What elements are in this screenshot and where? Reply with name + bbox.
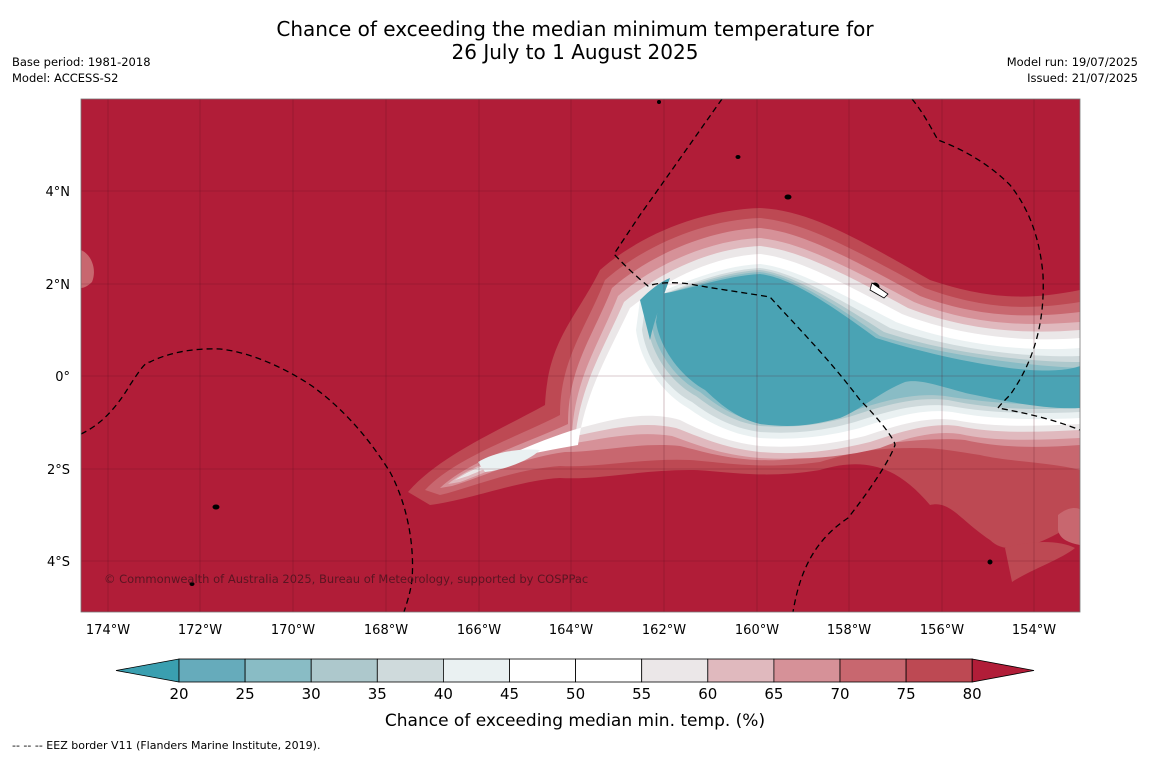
lat-label-2s: 2°S <box>47 463 70 478</box>
colorbar-tick-label: 75 <box>897 685 916 703</box>
colorbar-segment <box>575 658 643 683</box>
colorbar-tick-label: 70 <box>830 685 849 703</box>
colorbar-segment <box>178 658 246 683</box>
colorbar-segment <box>773 658 841 683</box>
colorbar-segment <box>442 658 510 683</box>
lon-label-168w: 168°W <box>364 623 408 638</box>
lon-label-156w: 156°W <box>920 623 964 638</box>
lon-label-174w: 174°W <box>86 623 130 638</box>
base-period: Base period: 1981-2018 <box>12 55 151 69</box>
contour-40-west <box>478 449 540 472</box>
colorbar-tick-label: 25 <box>236 685 255 703</box>
contour-20 <box>656 274 1080 426</box>
longitude-labels: 174°W 172°W 170°W 168°W 166°W 164°W 162°… <box>86 623 1056 638</box>
colorbar-segment <box>509 658 576 683</box>
colorbar-segment <box>310 658 378 683</box>
colorbar-tick-label: 30 <box>302 685 321 703</box>
lat-label-4s: 4°S <box>47 555 70 570</box>
map-title: Chance of exceeding the median minimum t… <box>0 18 1150 64</box>
lat-label-2n: 2°N <box>46 278 71 293</box>
colorbar-segment <box>839 658 907 683</box>
lon-label-154w: 154°W <box>1012 623 1056 638</box>
colorbar-segment <box>376 658 444 683</box>
colorbar-tick-label: 65 <box>764 685 783 703</box>
colorbar-segment <box>641 658 709 683</box>
model-name: Model: ACCESS-S2 <box>12 70 119 85</box>
map-frame <box>80 98 1081 613</box>
colorbar-tick-label: 20 <box>169 685 188 703</box>
copyright-text: © Commonwealth of Australia 2025, Bureau… <box>104 572 588 586</box>
lat-label-0: 0° <box>55 370 70 385</box>
colorbar-tick-label: 60 <box>698 685 717 703</box>
lon-label-162w: 162°W <box>642 623 686 638</box>
colorbar-tick-label: 80 <box>963 685 982 703</box>
colorbar-tick-label: 35 <box>368 685 387 703</box>
issued-date: Issued: 21/07/2025 <box>1027 70 1138 85</box>
lon-label-158w: 158°W <box>827 623 871 638</box>
colorbar-tick-label: 50 <box>566 685 585 703</box>
colorbar-tick-label: 40 <box>434 685 453 703</box>
model-run: Model run: 19/07/2025 <box>1006 55 1138 69</box>
islands <box>189 100 993 586</box>
colorbar-segment <box>707 658 775 683</box>
colorbar-extend-low <box>115 658 180 683</box>
colorbar-segment <box>244 658 312 683</box>
latitude-labels: 4°N 2°N 0° 2°S 4°S <box>46 185 71 570</box>
eez-borders <box>81 99 1080 612</box>
contour-75-east <box>1005 542 1075 582</box>
lon-label-170w: 170°W <box>271 623 315 638</box>
graticule <box>81 99 1080 612</box>
contour-75-west <box>81 250 94 288</box>
title-line-2: 26 July to 1 August 2025 <box>451 40 699 64</box>
colorbar-tick-label: 55 <box>632 685 651 703</box>
lon-label-164w: 164°W <box>549 623 593 638</box>
meta-right: Model run: 19/07/2025 Issued: 21/07/2025 <box>1007 55 1138 86</box>
colorbar: 20 25 30 35 40 45 50 55 60 65 70 75 80 <box>115 658 1035 703</box>
lat-label-4n: 4°N <box>46 185 71 200</box>
footer-eez-legend: -- -- -- EEZ border V11 (Flanders Marine… <box>12 739 321 752</box>
lon-label-166w: 166°W <box>457 623 501 638</box>
lon-label-172w: 172°W <box>178 623 222 638</box>
colorbar-extend-high <box>971 658 1035 683</box>
colorbar-title: Chance of exceeding median min. temp. (%… <box>385 711 765 731</box>
colorbar-segment <box>905 658 973 683</box>
lon-label-160w: 160°W <box>735 623 779 638</box>
meta-left: Base period: 1981-2018 Model: ACCESS-S2 <box>12 55 151 86</box>
probability-field: © Commonwealth of Australia 2025, Bureau… <box>81 99 1080 612</box>
contour-75-se <box>1058 507 1080 545</box>
title-line-1: Chance of exceeding the median minimum t… <box>276 17 874 41</box>
contour-20-sw <box>640 278 670 340</box>
colorbar-tick-label: 45 <box>500 685 519 703</box>
